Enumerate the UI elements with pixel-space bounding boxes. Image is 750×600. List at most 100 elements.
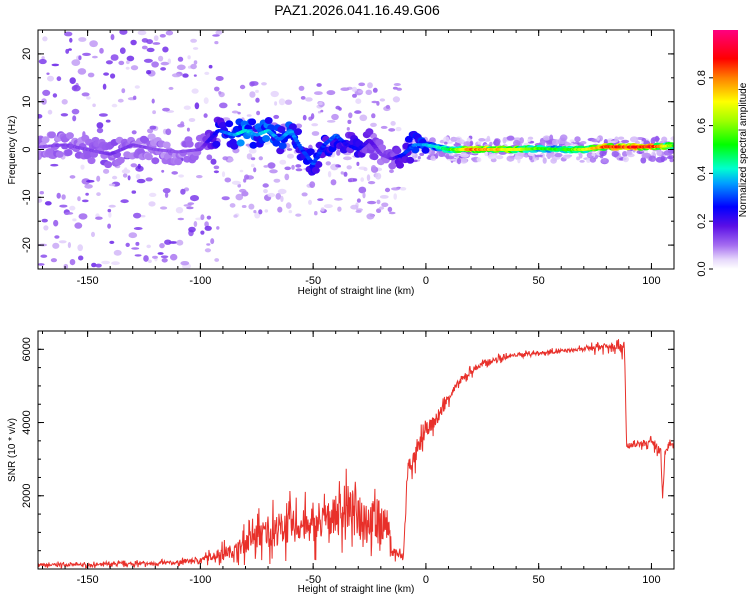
spectrogram-speckle — [162, 107, 170, 112]
spectrogram-speckle — [669, 158, 674, 163]
spectrogram-speckle — [99, 47, 104, 54]
spectrogram-speckle — [325, 161, 331, 166]
spectrogram-speckle — [381, 202, 389, 208]
spectrogram-speckle — [366, 213, 375, 220]
spectrogram-speckle — [340, 171, 344, 175]
spectrogram-speckle — [131, 190, 137, 194]
spectrogram-speckle — [133, 227, 143, 230]
spectrogram-speckle — [224, 177, 232, 183]
spectrogram-speckle — [91, 262, 97, 268]
spectrogram-speckle — [343, 156, 352, 161]
spectrogram-ridge-core — [671, 144, 674, 148]
spectrogram-speckle — [42, 89, 51, 96]
spectrogram-speckle — [40, 254, 48, 258]
spectrogram-speckle — [47, 75, 54, 82]
spectrogram-speckle — [162, 46, 169, 53]
spectrogram-speckle — [92, 55, 98, 59]
spectrogram-speckle — [640, 157, 647, 164]
spectrogram-speckle — [614, 136, 619, 143]
spectrogram-speckle — [629, 136, 639, 143]
spectrogram-speckle — [660, 155, 666, 163]
spectrogram-speckle — [146, 70, 152, 75]
spectrogram-speckle — [134, 254, 142, 257]
spectrogram-speckle — [72, 115, 77, 122]
spectrogram-speckle — [78, 37, 87, 42]
spectrogram-speckle — [670, 136, 674, 141]
spectrogram-ridge-mark — [421, 146, 430, 154]
x-tick-label: 0 — [423, 574, 429, 586]
spectrogram-speckle — [180, 261, 190, 266]
spectrogram-speckle — [101, 260, 110, 265]
spectrogram-ridge-mark — [230, 142, 239, 150]
spectrogram-speckle — [513, 137, 522, 141]
spectrogram-speckle — [108, 212, 112, 218]
spectrogram-speckle — [239, 169, 244, 173]
y-tick-label: 4000 — [21, 410, 33, 434]
spectrogram-speckle — [551, 139, 560, 146]
spectrogram-speckle — [190, 38, 198, 43]
spectrogram-speckle — [359, 114, 368, 122]
spectrogram-speckle — [161, 258, 168, 263]
spectrogram-speckle — [267, 162, 276, 169]
spectrogram-speckle — [254, 212, 261, 219]
spectrogram-speckle — [77, 68, 87, 75]
spectrogram-speckle — [250, 157, 256, 161]
spectrogram-speckle — [371, 100, 378, 104]
spectrogram-speckle — [311, 123, 319, 127]
spectrogram-speckle — [237, 183, 241, 188]
spectrogram-speckle — [178, 174, 185, 178]
x-tick-label: -50 — [305, 574, 321, 586]
spectrogram-speckle — [661, 136, 668, 143]
spectrogram-speckle — [122, 173, 128, 178]
spectrogram-speckle — [336, 149, 341, 156]
spectrogram-speckle — [311, 131, 320, 136]
spectrogram-speckle — [235, 193, 244, 201]
spectrogram-speckle — [190, 63, 197, 70]
spectrogram-speckle — [489, 141, 493, 146]
spectrogram-speckle — [69, 37, 73, 43]
spectrogram-speckle — [135, 173, 141, 180]
spectrogram-speckle — [176, 239, 184, 246]
snr-y-label: SNR (10 * v/v) — [7, 418, 18, 482]
snr-border — [37, 330, 675, 570]
x-tick-label: -150 — [77, 574, 99, 586]
spectrogram-speckle — [358, 82, 366, 87]
spectrogram-speckle — [493, 139, 500, 146]
spectrogram-speckle — [69, 259, 76, 266]
spectrogram-speckle — [305, 97, 313, 102]
spectrogram-speckle — [255, 89, 259, 93]
spectrogram-speckle — [171, 73, 181, 78]
spectrogram-speckle — [326, 90, 336, 96]
spectrogram-speckle — [506, 155, 515, 162]
spectrogram-y-ticks: -20 -10 0 10 20 — [21, 29, 674, 270]
spectrogram-speckle — [108, 204, 116, 208]
spectrogram-ridge-mark — [144, 153, 153, 161]
spectrogram-speckle — [86, 96, 91, 100]
spectrogram-speckle — [186, 127, 190, 132]
spectrogram-speckle — [277, 188, 287, 195]
spectrogram-speckle — [218, 91, 222, 95]
spectrogram-speckle — [233, 214, 238, 218]
spectrogram-speckle — [58, 240, 67, 244]
spectrogram-ridge-mark — [314, 161, 323, 168]
spectrogram-speckle — [96, 192, 101, 197]
spectrogram-speckle — [243, 178, 247, 183]
spectrogram-speckle — [286, 148, 293, 151]
spectrogram-speckle — [477, 141, 482, 145]
spectrogram-speckle — [278, 98, 286, 106]
spectrogram-speckle — [193, 221, 198, 227]
spectrogram-speckle — [589, 157, 597, 163]
spectrogram-speckle — [67, 242, 71, 249]
spectrogram-speckle — [81, 178, 91, 185]
spectrogram-speckle — [365, 89, 373, 96]
spectrogram-speckle — [133, 212, 142, 219]
spectrogram-speckle — [38, 58, 47, 65]
spectrogram-speckle — [357, 90, 364, 94]
spectrogram-speckle — [152, 255, 158, 259]
spectrogram-speckle — [310, 113, 315, 120]
spectrogram-speckle — [641, 137, 647, 142]
spectrogram-speckle — [248, 203, 255, 210]
spectrogram-speckle — [622, 156, 629, 163]
spectrogram-speckle — [618, 136, 625, 140]
spectrogram-speckle — [52, 242, 60, 249]
